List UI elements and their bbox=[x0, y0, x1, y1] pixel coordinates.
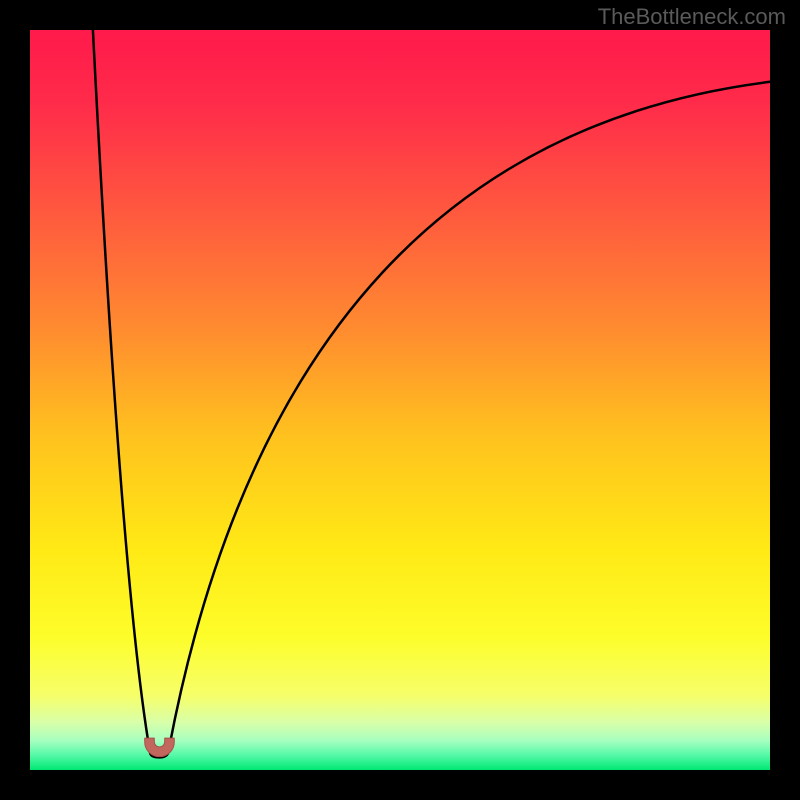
bottleneck-chart bbox=[0, 0, 800, 800]
chart-container: TheBottleneck.com bbox=[0, 0, 800, 800]
watermark-text: TheBottleneck.com bbox=[598, 4, 786, 30]
plot-area bbox=[30, 30, 770, 770]
